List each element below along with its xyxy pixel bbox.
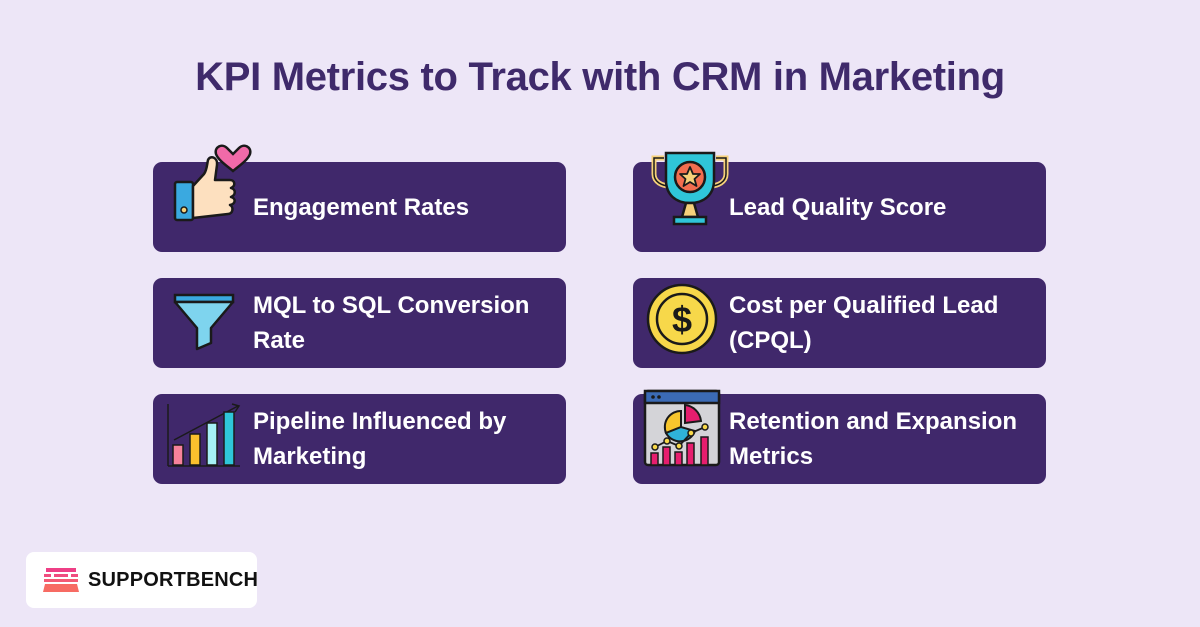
growth-bar-chart-icon [167,403,241,467]
thumbs-up-heart-icon [173,144,252,222]
metric-label: Retention and Expansion Metrics [729,408,1018,470]
metric-label: Cost per Qualified Lead (CPQL) [729,292,999,354]
brand-name: SUPPORTBENCH [88,568,259,591]
metric-label: Lead Quality Score [729,193,947,221]
svg-text:$: $ [672,299,692,340]
funnel-icon [173,293,235,351]
analytics-dashboard-icon [643,389,721,467]
page-title: KPI Metrics to Track with CRM in Marketi… [195,55,1005,99]
dollar-coin-icon: $ [646,283,718,355]
trophy-icon [651,151,729,226]
metric-card-mql-to-sql: MQL to SQL Conversion Rate [153,278,566,368]
brand-logo: SUPPORTBENCH [26,552,259,608]
metric-label: Pipeline Influenced by Marketing [253,408,507,470]
metric-card-pipeline-influenced: Pipeline Influenced by Marketing [153,394,566,484]
metric-label: Engagement Rates [253,193,470,221]
metric-label: MQL to SQL Conversion Rate [253,292,530,354]
supportbench-logo-icon [43,568,79,592]
